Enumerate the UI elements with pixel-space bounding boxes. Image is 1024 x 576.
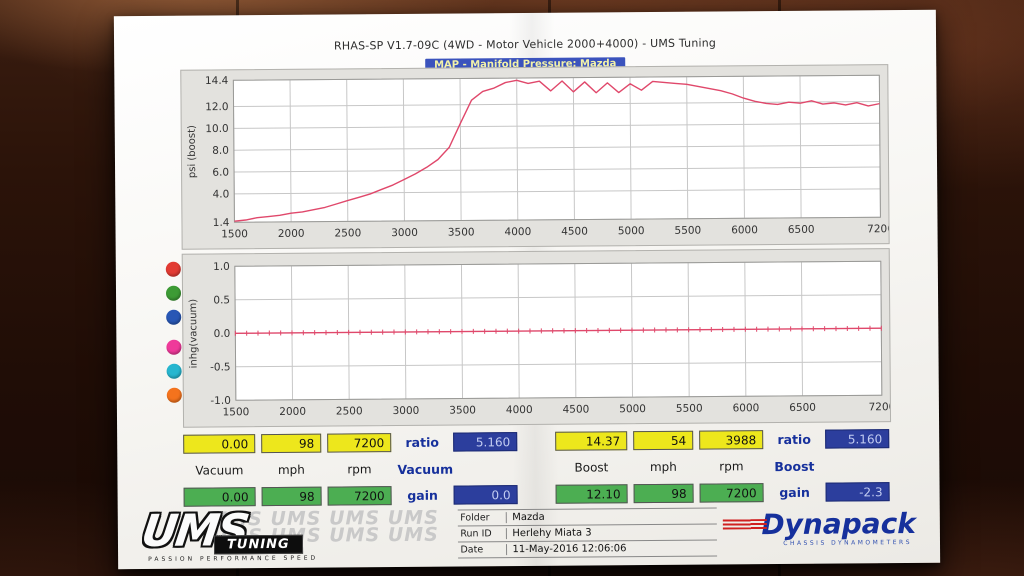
- rpm-peak-cell-2: 3988: [699, 429, 764, 450]
- svg-text:7200: 7200: [867, 223, 889, 235]
- svg-text:5500: 5500: [674, 225, 701, 237]
- svg-text:6500: 6500: [789, 402, 816, 414]
- gain-label: gain: [407, 487, 438, 503]
- footer: UMS UMS UMS UMS UMS UMS UMS UMS UMS TUNI…: [142, 504, 916, 562]
- svg-text:inhg(vacuum): inhg(vacuum): [188, 299, 200, 369]
- svg-text:3500: 3500: [449, 404, 476, 416]
- folder-value: Mazda: [506, 510, 717, 524]
- svg-text:1500: 1500: [221, 228, 248, 240]
- svg-text:10.0: 10.0: [205, 123, 228, 135]
- svg-text:6000: 6000: [731, 224, 758, 236]
- dynapack-sub-text: CHASSIS DYNAMOMETERS: [783, 538, 913, 547]
- rpm-current-cell: 7200: [327, 485, 392, 506]
- boost-column-label: Boost: [574, 459, 609, 475]
- svg-text:0.0: 0.0: [214, 328, 231, 340]
- boost-blue-label: Boost: [774, 458, 815, 474]
- boost-peak-cell: 14.37: [555, 430, 628, 451]
- svg-text:5000: 5000: [619, 403, 646, 415]
- svg-text:-0.5: -0.5: [210, 361, 231, 373]
- svg-text:3000: 3000: [393, 405, 420, 417]
- ratio-label: ratio: [405, 434, 439, 450]
- date-row: Date 11-May-2016 12:06:06: [458, 540, 718, 559]
- svg-text:6000: 6000: [733, 402, 760, 414]
- date-value: 11-May-2016 12:06:06: [506, 542, 718, 556]
- vacuum-chart-plot: 1500 2000 2500 3000 3500 4000 4500 5000 5500 6000…: [188, 260, 895, 418]
- gain-value-cell-2: -2.3: [825, 481, 890, 502]
- vacuum-column-label: Vacuum: [195, 462, 244, 478]
- svg-text:5500: 5500: [676, 403, 703, 415]
- rpm-column-label: rpm: [347, 461, 372, 476]
- gain-value-cell: 0.0: [453, 484, 518, 505]
- svg-text:0.5: 0.5: [213, 294, 230, 306]
- svg-text:1.0: 1.0: [213, 261, 230, 273]
- rpm-peak-cell: 7200: [327, 432, 392, 453]
- date-label: Date: [460, 544, 484, 556]
- svg-text:3000: 3000: [391, 227, 418, 239]
- ratio-value-cell-2: 5.160: [825, 428, 890, 449]
- rpm-current-cell-2: 7200: [699, 482, 764, 503]
- svg-text:5000: 5000: [618, 225, 645, 237]
- svg-text:1.4: 1.4: [213, 217, 230, 229]
- svg-text:8.0: 8.0: [212, 145, 229, 157]
- svg-text:3500: 3500: [448, 226, 475, 238]
- legend-dot: [165, 261, 181, 277]
- svg-text:4000: 4000: [506, 404, 533, 416]
- runid-value: Herlehy Miata 3: [506, 526, 718, 540]
- svg-text:2000: 2000: [279, 406, 306, 418]
- svg-text:6500: 6500: [788, 224, 815, 236]
- results-table: 0.00 98 7200 ratio 5.160 14.37 54 3988 r…: [183, 428, 890, 514]
- dynapack-speed-stripes: [722, 519, 767, 530]
- legend-dot: [166, 309, 182, 325]
- ratio-label-2: ratio: [777, 431, 811, 447]
- svg-text:4500: 4500: [561, 226, 588, 238]
- svg-text:14.4: 14.4: [205, 75, 229, 87]
- svg-text:6.0: 6.0: [212, 167, 229, 179]
- svg-text:2500: 2500: [336, 405, 363, 417]
- vacuum-blue-label: Vacuum: [397, 461, 454, 477]
- ums-tuning-label: TUNING: [213, 534, 303, 555]
- results-row-headers: Vacuum mph rpm Vacuum Boost mph rpm Boos…: [183, 455, 889, 481]
- results-row-bottom: 0.00 98 7200 gain 0.0 12.10 98 7200 gain…: [183, 481, 890, 507]
- boost-chart: 1500 2000 2500 3000 3500 4000 4500 5000 5500 6000…: [180, 64, 894, 250]
- svg-text:2500: 2500: [334, 227, 361, 239]
- mph-peak-cell: 98: [261, 433, 322, 453]
- svg-text:4.0: 4.0: [212, 188, 229, 200]
- boost-current-cell: 12.10: [555, 483, 628, 504]
- legend-dot: [166, 363, 182, 379]
- legend-dot: [165, 285, 182, 301]
- svg-text:7200: 7200: [869, 401, 891, 413]
- svg-text:2000: 2000: [278, 228, 305, 240]
- gain-label-2: gain: [779, 484, 810, 500]
- legend-dots: [165, 261, 182, 412]
- ums-tuning-logo: UMS UMS UMS UMS UMS UMS UMS UMS UMS TUNI…: [142, 508, 441, 562]
- svg-text:psi (boost): psi (boost): [187, 125, 198, 178]
- vacuum-peak-cell: 0.00: [183, 433, 256, 454]
- ums-tagline: PASSION PERFORMANCE SPEED: [148, 554, 319, 563]
- legend-dot: [166, 339, 182, 355]
- vacuum-current-cell: 0.00: [183, 486, 256, 507]
- run-info-table: Folder Mazda Run ID Herlehy Miata 3 Date…: [458, 507, 718, 559]
- runid-label: Run ID: [460, 528, 492, 540]
- mph-current-cell: 98: [261, 486, 322, 506]
- svg-text:4500: 4500: [563, 404, 590, 416]
- mph-column-label-2: mph: [649, 459, 677, 474]
- folder-label: Folder: [460, 512, 490, 524]
- mph-peak-cell-2: 54: [633, 430, 694, 450]
- svg-text:4000: 4000: [504, 226, 531, 238]
- dynapack-logo: Dynapack CHASSIS DYNAMOMETERS: [717, 507, 916, 548]
- mph-current-cell-2: 98: [633, 483, 694, 503]
- vacuum-chart: 1500 2000 2500 3000 3500 4000 4500 5000 5500 6000…: [181, 248, 895, 428]
- legend-dot: [166, 387, 182, 403]
- svg-text:1500: 1500: [223, 406, 250, 418]
- boost-chart-plot: 1500 2000 2500 3000 3500 4000 4500 5000 5500 6000…: [187, 74, 894, 240]
- rpm-column-label-2: rpm: [719, 458, 744, 473]
- svg-text:12.0: 12.0: [205, 101, 228, 113]
- svg-text:-1.0: -1.0: [210, 395, 231, 407]
- results-row-top: 0.00 98 7200 ratio 5.160 14.37 54 3988 r…: [183, 428, 890, 454]
- ratio-value-cell: 5.160: [453, 431, 518, 452]
- dyno-sheet: RHAS-SP V1.7-09C (4WD - Motor Vehicle 20…: [113, 9, 941, 570]
- mph-column-label: mph: [277, 462, 305, 477]
